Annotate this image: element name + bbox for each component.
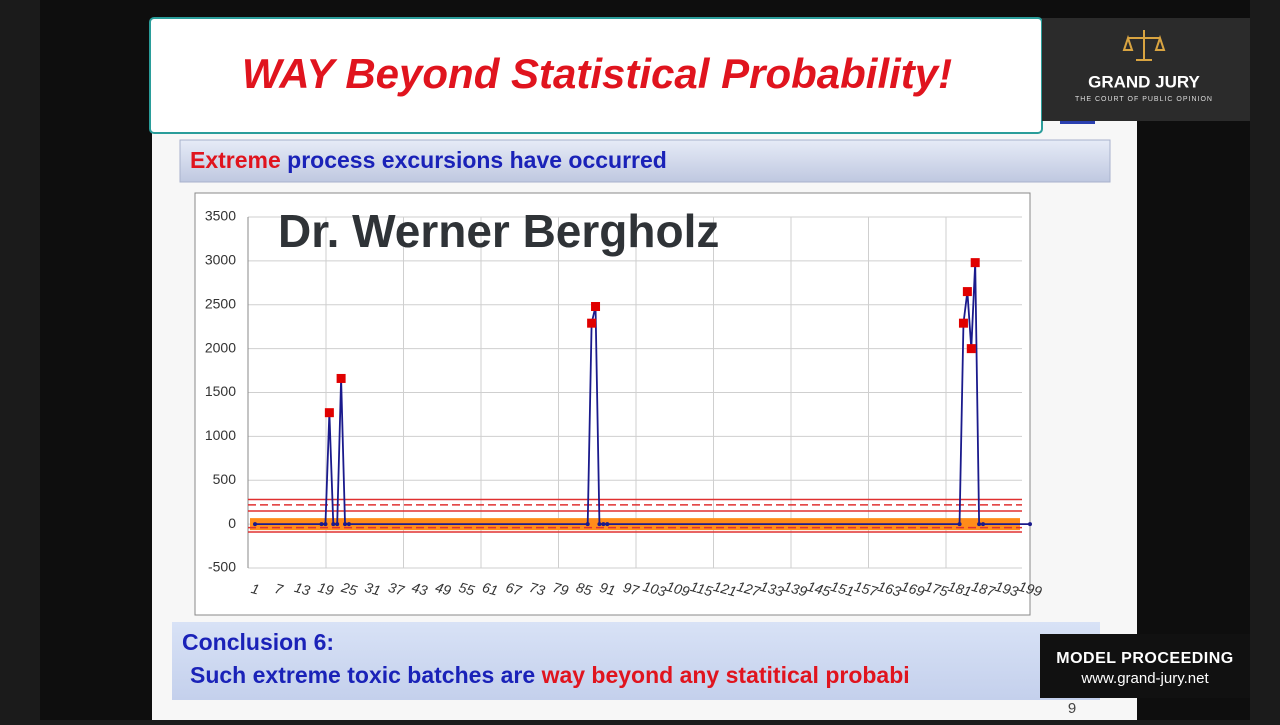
x-tick-label: 133	[759, 578, 786, 600]
conclusion-body: Such extreme toxic batches are	[190, 662, 535, 688]
y-tick-label: 2500	[205, 295, 236, 311]
x-tick-label: 67	[504, 579, 524, 599]
x-tick-label: 55	[457, 579, 476, 599]
point-marker	[981, 522, 986, 527]
y-tick-label: -500	[208, 559, 236, 575]
point-marker	[601, 522, 606, 527]
x-tick-label: 79	[551, 579, 570, 599]
slide-heading: Extreme process excursions have occurred	[190, 147, 667, 173]
x-tick-label: 25	[339, 579, 359, 599]
x-tick-label: 19	[316, 579, 335, 599]
logo-name: GRAND JURY	[1088, 72, 1200, 91]
point-marker	[958, 318, 968, 328]
x-tick-label: 175	[923, 578, 950, 600]
slide-heading-bar	[179, 139, 1111, 183]
point-marker	[962, 287, 972, 297]
x-tick-label: 37	[387, 579, 407, 599]
heading-emphasis: Extreme	[190, 147, 281, 173]
conclusion-emphasis: way beyond any statitical probabi	[541, 662, 910, 688]
chart-frame	[194, 192, 1031, 616]
conclusion-title: Conclusion 6:	[182, 629, 334, 655]
x-tick-label: 43	[410, 579, 429, 599]
point-marker	[1028, 522, 1032, 527]
x-tick-label: 91	[598, 579, 617, 598]
point-marker	[605, 522, 610, 527]
x-tick-label: 31	[363, 579, 382, 598]
point-marker	[343, 522, 348, 527]
x-tick-label: 139	[782, 578, 809, 600]
overlay-label: MODEL PROCEEDING	[1056, 650, 1234, 667]
x-tick-label: 109	[665, 578, 692, 600]
title: WAY Beyond Statistical Probability!	[242, 50, 952, 97]
x-tick-label: 187	[970, 578, 998, 600]
x-tick-label: 103	[641, 578, 668, 600]
y-tick-label: 1500	[205, 383, 236, 399]
x-tick-label: 1	[249, 580, 261, 597]
point-marker	[587, 318, 597, 328]
point-marker	[970, 258, 980, 268]
x-tick-label: 157	[853, 578, 881, 600]
point-marker	[977, 522, 982, 527]
y-tick-label: 0	[228, 515, 236, 531]
conclusion-box	[172, 622, 1100, 700]
x-tick-label: 49	[434, 579, 453, 599]
point-marker	[585, 522, 590, 527]
point-marker	[335, 522, 340, 527]
x-tick-label: 97	[621, 579, 641, 599]
overlay-url: www.grand-jury.net	[1080, 670, 1209, 687]
y-tick-label: 3000	[205, 252, 236, 268]
speaker-name: Dr. Werner Bergholz	[278, 205, 719, 257]
heading-rest: process excursions have occurred	[287, 147, 667, 173]
x-tick-label: 169	[900, 578, 927, 600]
y-tick-label: 3500	[205, 208, 236, 224]
x-tick-label: 151	[829, 578, 856, 600]
x-tick-label: 193	[993, 578, 1020, 600]
point-marker	[253, 522, 257, 527]
point-marker	[346, 522, 351, 527]
point-marker	[331, 522, 336, 527]
x-tick-label: 127	[735, 578, 763, 600]
page-number: 9	[1068, 700, 1076, 717]
x-tick-label: 181	[947, 578, 974, 600]
y-tick-label: 1000	[205, 427, 236, 443]
x-tick-label: 145	[806, 578, 833, 600]
logo-icon	[1122, 30, 1166, 61]
point-marker	[323, 522, 328, 527]
logo-tagline: THE COURT OF PUBLIC OPINION	[1075, 96, 1213, 103]
y-tick-label: 2000	[205, 339, 236, 355]
point-marker	[324, 408, 334, 418]
x-tick-label: 61	[481, 579, 500, 598]
point-marker	[319, 522, 324, 527]
x-tick-label: 73	[528, 579, 547, 599]
conclusion-text: Such extreme toxic batches are way beyon…	[190, 662, 910, 688]
x-tick-label: 199	[1017, 578, 1044, 600]
x-tick-label: 115	[689, 578, 715, 599]
x-tick-label: 13	[293, 579, 312, 599]
point-marker	[597, 522, 602, 527]
point-marker	[591, 302, 601, 312]
x-tick-label: 121	[712, 578, 739, 600]
point-marker	[957, 522, 962, 527]
y-tick-label: 500	[213, 471, 237, 487]
point-marker	[336, 373, 346, 383]
x-tick-label: 163	[876, 578, 903, 600]
x-tick-label: 85	[575, 579, 594, 599]
point-marker	[966, 344, 976, 354]
logo-box	[1042, 18, 1250, 121]
overlay-box	[1040, 634, 1250, 698]
